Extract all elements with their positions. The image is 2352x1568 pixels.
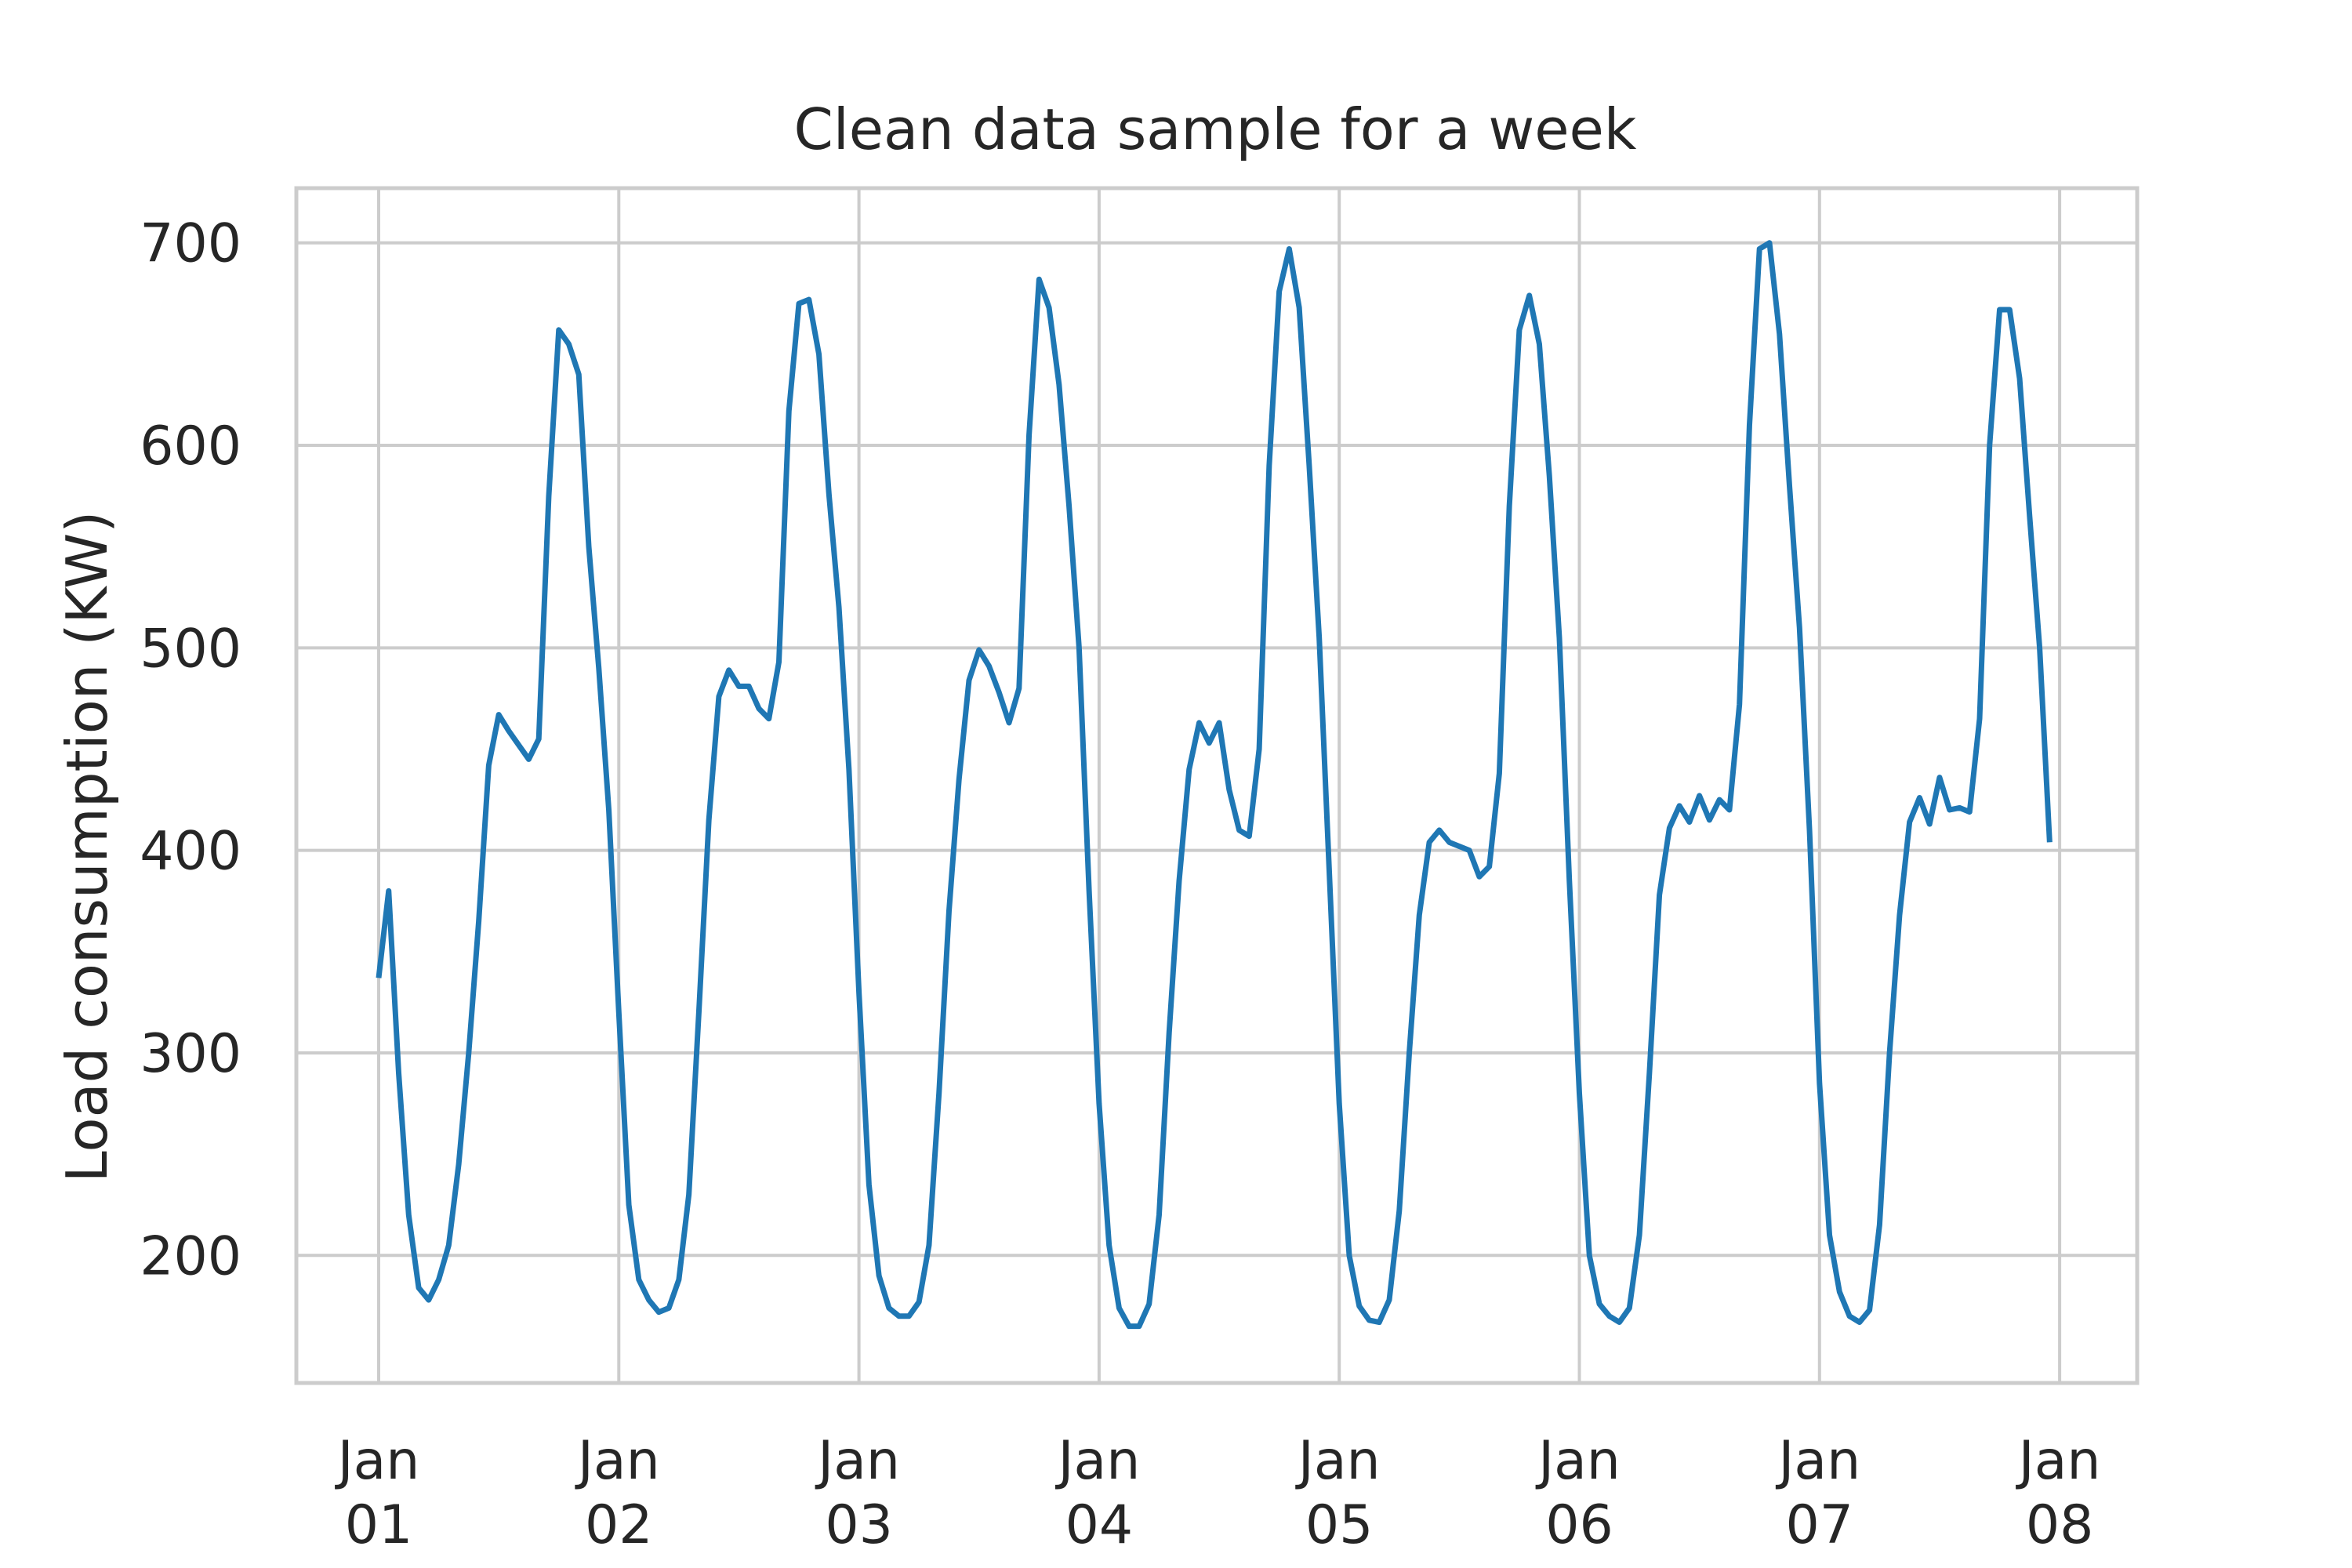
y-tick-label: 700 xyxy=(140,213,241,275)
y-tick-label: 400 xyxy=(140,821,241,883)
x-tick-label-day: 03 xyxy=(825,1494,893,1556)
plot-border xyxy=(294,186,2140,1385)
y-tick-labels: 200 300 400 500 600 700 xyxy=(140,213,241,1288)
x-tick-label-month: Jan xyxy=(575,1430,660,1492)
x-tick-label-day: 05 xyxy=(1305,1494,1374,1556)
y-tick-label: 300 xyxy=(140,1023,241,1085)
y-tick-label: 600 xyxy=(140,416,241,477)
x-tick-label-day: 01 xyxy=(345,1494,413,1556)
x-tick-label-month: Jan xyxy=(2016,1430,2101,1492)
x-tick-label-day: 07 xyxy=(1786,1494,1854,1556)
series-layer xyxy=(376,240,2053,1330)
x-tick-label-month: Jan xyxy=(815,1430,900,1492)
chart-title: Clean data sample for a week xyxy=(793,96,1636,162)
x-tick-label-month: Jan xyxy=(1775,1430,1860,1492)
y-tick-label: 500 xyxy=(140,618,241,680)
x-tick-label-day: 02 xyxy=(585,1494,653,1556)
y-axis-label: Load consumption (KW) xyxy=(54,511,120,1183)
grid xyxy=(296,188,2137,1383)
x-tick-label-day: 04 xyxy=(1065,1494,1134,1556)
y-tick-label: 200 xyxy=(140,1225,241,1287)
x-tick-label-month: Jan xyxy=(1295,1430,1381,1492)
x-tick-label-month: Jan xyxy=(335,1430,420,1492)
x-tick-label-day: 06 xyxy=(1545,1494,1613,1556)
series-line xyxy=(376,240,2053,1330)
x-tick-label-month: Jan xyxy=(1054,1430,1140,1492)
plot-frame xyxy=(294,186,2140,1385)
x-tick-label-month: Jan xyxy=(1535,1430,1621,1492)
x-tick-label-day: 08 xyxy=(2026,1494,2094,1556)
